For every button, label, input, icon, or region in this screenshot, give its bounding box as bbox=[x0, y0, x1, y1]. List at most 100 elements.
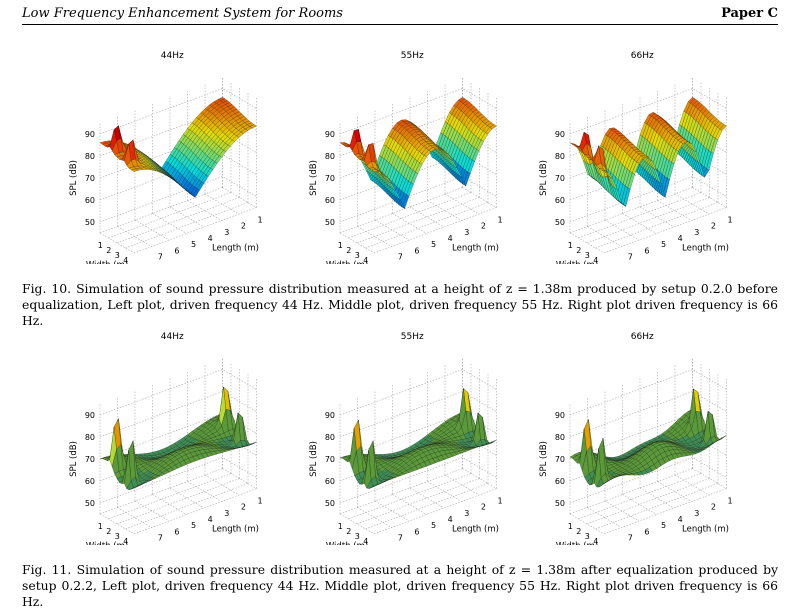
z-tick-label: 70 bbox=[555, 455, 565, 464]
y-axis-label: Length (m) bbox=[212, 244, 259, 254]
x-tick-label: 1 bbox=[98, 522, 103, 531]
grid-line bbox=[410, 207, 444, 227]
x-tick-label: 1 bbox=[568, 241, 573, 250]
y-axis-label: Length (m) bbox=[682, 525, 729, 535]
z-tick-label: 50 bbox=[325, 499, 335, 508]
z-tick-label: 80 bbox=[555, 433, 565, 442]
z-tick-label: 90 bbox=[85, 130, 95, 139]
y-tick-label: 3 bbox=[694, 509, 699, 518]
grid-line bbox=[640, 207, 674, 227]
x-tick-label: 3 bbox=[585, 532, 590, 541]
surface-patch bbox=[490, 440, 497, 443]
z-axis-label: SPL (dB) bbox=[539, 441, 549, 477]
grid-line bbox=[170, 207, 204, 227]
y-tick-label: 3 bbox=[464, 228, 469, 237]
y-tick-label: 4 bbox=[448, 515, 453, 524]
y-tick-label: 5 bbox=[431, 521, 436, 530]
z-tick-label: 90 bbox=[555, 130, 565, 139]
y-tick-label: 3 bbox=[224, 509, 229, 518]
z-tick-label: 50 bbox=[325, 218, 335, 227]
y-axis-label: Length (m) bbox=[682, 244, 729, 254]
y-tick-label: 5 bbox=[191, 240, 196, 249]
z-tick-label: 80 bbox=[85, 152, 95, 161]
z-tick-label: 60 bbox=[85, 477, 95, 486]
z-tick-label: 50 bbox=[85, 218, 95, 227]
grid-line bbox=[340, 370, 497, 416]
x-tick-label: 2 bbox=[576, 246, 581, 255]
x-tick-label: 3 bbox=[115, 251, 120, 260]
z-tick-label: 90 bbox=[555, 411, 565, 420]
z-axis-label: SPL (dB) bbox=[309, 160, 319, 196]
x-axis-label: Width (m) bbox=[86, 541, 128, 545]
z-tick-label: 50 bbox=[555, 499, 565, 508]
z-axis-label: SPL (dB) bbox=[69, 160, 79, 196]
z-tick-label: 70 bbox=[555, 174, 565, 183]
plot-title: 55Hz bbox=[401, 332, 424, 342]
z-tick-label: 70 bbox=[325, 455, 335, 464]
z-tick-label: 80 bbox=[325, 433, 335, 442]
y-tick-label: 1 bbox=[258, 216, 263, 225]
z-tick-label: 50 bbox=[85, 499, 95, 508]
x-tick-label: 2 bbox=[106, 246, 111, 255]
y-tick-label: 7 bbox=[398, 253, 403, 262]
y-tick-label: 2 bbox=[241, 503, 246, 512]
y-tick-label: 6 bbox=[174, 527, 179, 536]
y-tick-label: 1 bbox=[258, 497, 263, 506]
z-axis-label: SPL (dB) bbox=[539, 160, 549, 196]
z-tick-label: 80 bbox=[325, 152, 335, 161]
y-tick-label: 2 bbox=[711, 222, 716, 231]
grid-line bbox=[623, 495, 657, 515]
grid-line bbox=[349, 193, 472, 239]
grid-line bbox=[170, 488, 204, 508]
plot-title: 55Hz bbox=[401, 51, 424, 61]
paper-label: Paper C bbox=[721, 6, 778, 21]
y-tick-label: 1 bbox=[728, 216, 733, 225]
y-tick-label: 7 bbox=[158, 534, 163, 543]
z-tick-label: 80 bbox=[555, 152, 565, 161]
z-axis-label: SPL (dB) bbox=[69, 441, 79, 477]
fig10-caption: Fig. 10. Simulation of sound pressure di… bbox=[22, 281, 778, 329]
x-tick-label: 3 bbox=[585, 251, 590, 260]
grid-line bbox=[153, 214, 187, 234]
y-tick-label: 4 bbox=[678, 234, 683, 243]
y-tick-label: 6 bbox=[414, 246, 419, 255]
z-tick-label: 70 bbox=[325, 174, 335, 183]
y-tick-label: 5 bbox=[191, 521, 196, 530]
x-tick-label: 1 bbox=[98, 241, 103, 250]
y-tick-label: 3 bbox=[694, 228, 699, 237]
y-tick-label: 4 bbox=[208, 234, 213, 243]
y-tick-label: 2 bbox=[481, 222, 486, 231]
grid-line bbox=[100, 370, 257, 416]
x-tick-label: 2 bbox=[346, 527, 351, 536]
y-tick-label: 7 bbox=[628, 253, 633, 262]
y-tick-label: 2 bbox=[481, 503, 486, 512]
grid-line bbox=[153, 495, 187, 515]
y-axis-label: Length (m) bbox=[212, 525, 259, 535]
x-tick-label: 3 bbox=[355, 532, 360, 541]
y-tick-label: 5 bbox=[661, 521, 666, 530]
y-tick-label: 3 bbox=[464, 509, 469, 518]
plot-title: 44Hz bbox=[161, 332, 184, 342]
y-tick-label: 6 bbox=[174, 246, 179, 255]
x-tick-label: 1 bbox=[338, 241, 343, 250]
grid-line bbox=[393, 495, 427, 515]
page-header: Low Frequency Enhancement System for Roo… bbox=[22, 4, 778, 25]
y-axis-label: Length (m) bbox=[452, 525, 499, 535]
y-tick-label: 6 bbox=[644, 246, 649, 255]
grid-line bbox=[340, 177, 497, 223]
y-tick-label: 2 bbox=[711, 503, 716, 512]
x-axis-label: Width (m) bbox=[556, 260, 598, 264]
z-tick-label: 90 bbox=[325, 411, 335, 420]
surface-patch bbox=[250, 442, 257, 445]
y-tick-label: 1 bbox=[728, 497, 733, 506]
grid-line bbox=[570, 370, 727, 416]
x-tick-label: 3 bbox=[115, 532, 120, 541]
x-axis-label: Width (m) bbox=[556, 541, 598, 545]
grid-line bbox=[393, 214, 427, 234]
x-axis-label: Width (m) bbox=[326, 260, 368, 264]
x-tick-label: 1 bbox=[338, 522, 343, 531]
